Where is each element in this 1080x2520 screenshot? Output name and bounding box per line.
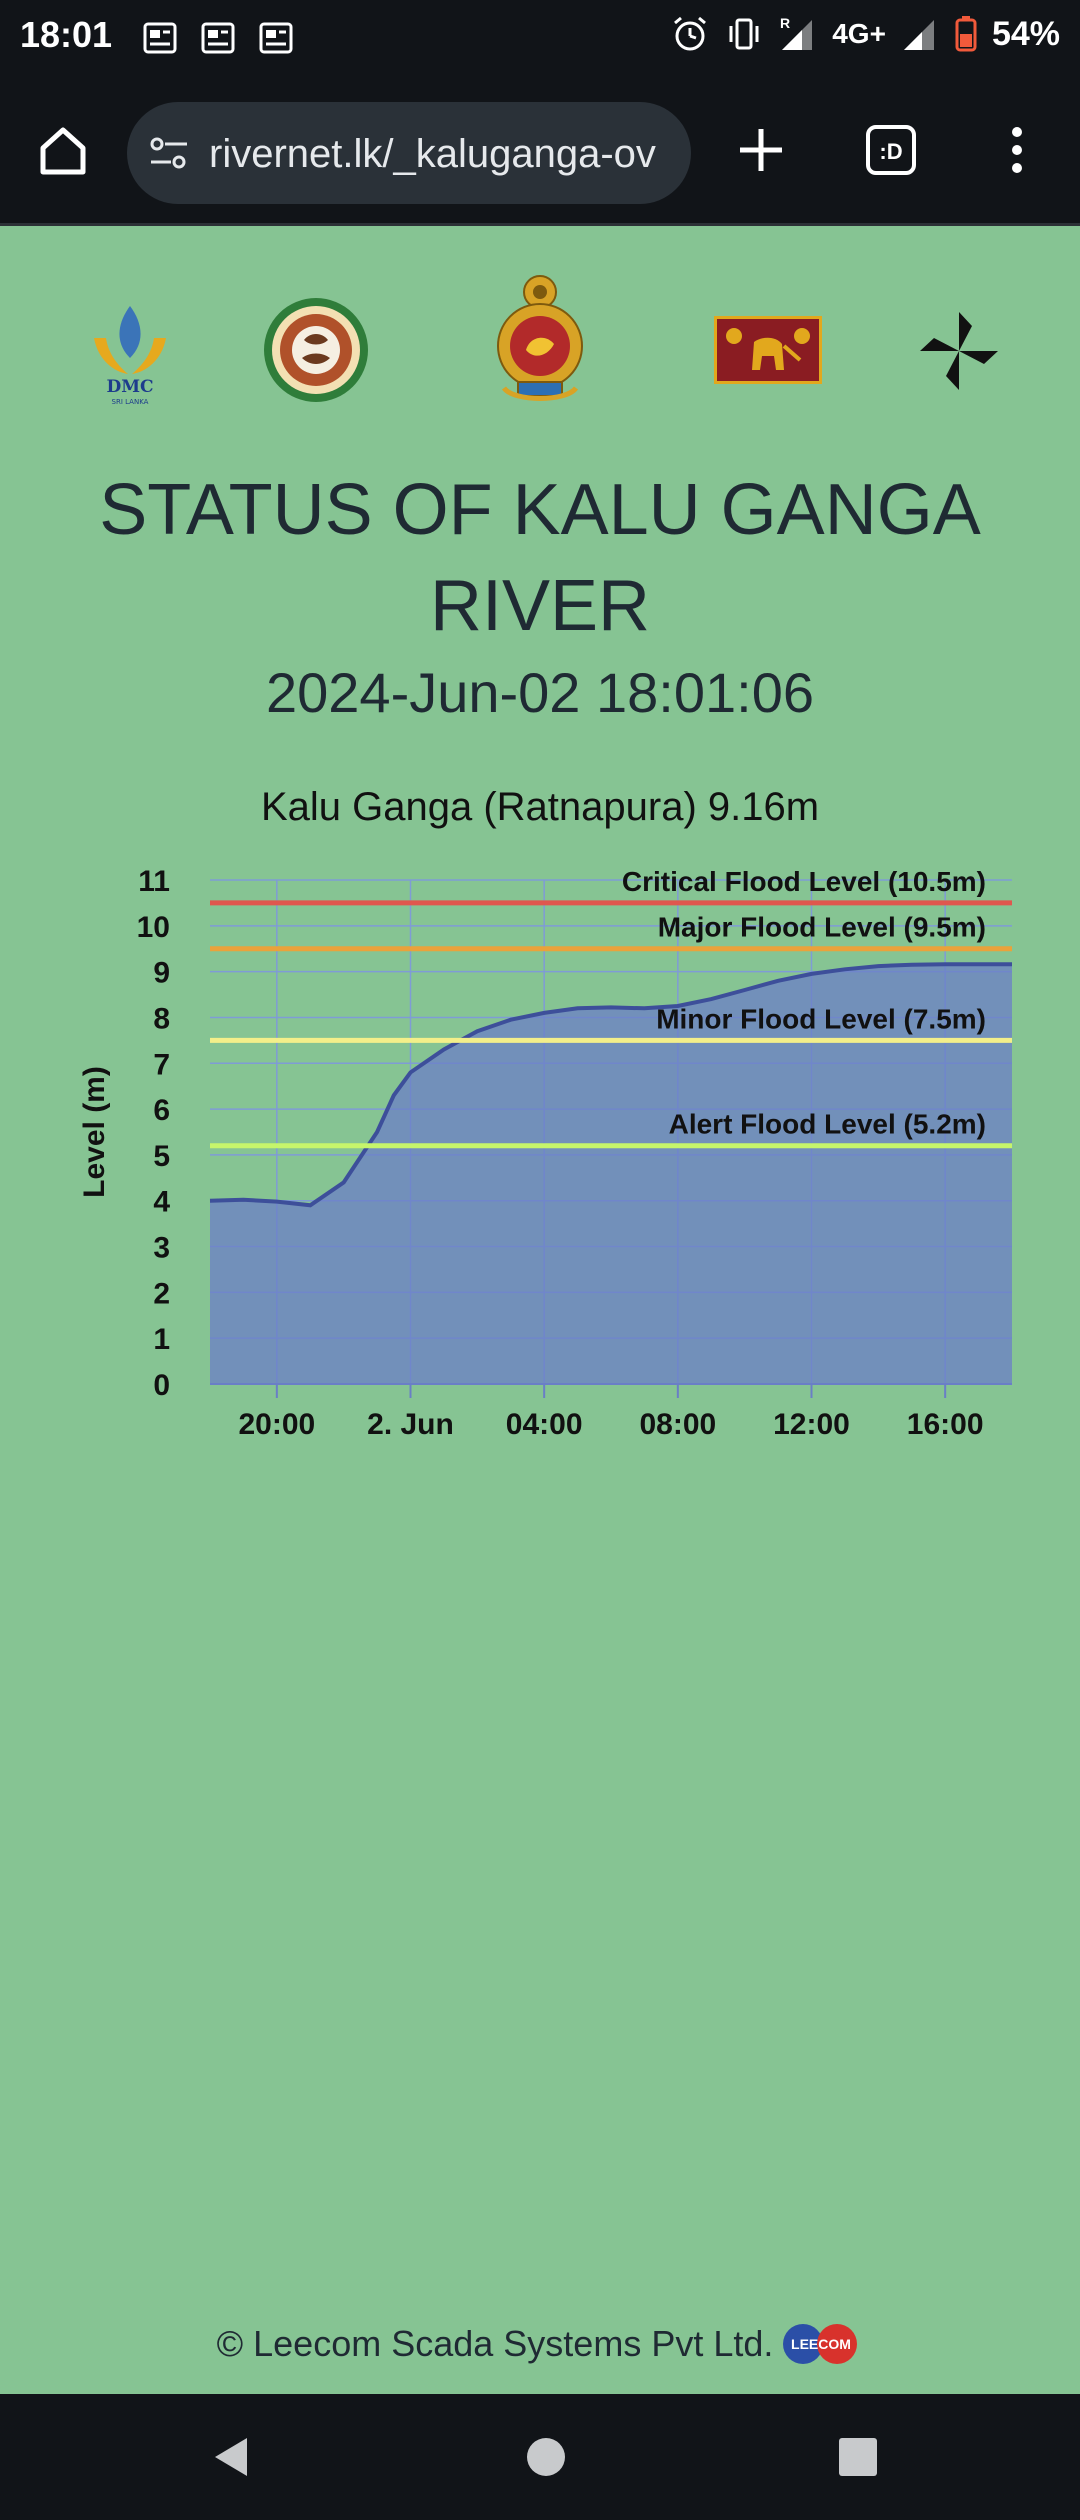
vibrate-icon <box>729 18 759 50</box>
y-tick-label: 4 <box>153 1186 170 1219</box>
y-tick-label: 8 <box>153 1002 170 1035</box>
x-tick-label: 04:00 <box>506 1408 583 1441</box>
home-nav-button[interactable] <box>506 2422 586 2492</box>
news-notification-icon <box>259 22 293 54</box>
x-tick-label: 12:00 <box>773 1408 850 1441</box>
home-button[interactable] <box>18 100 108 200</box>
status-time: 18:01 <box>20 14 113 55</box>
y-axis-label: Level (m) <box>78 1066 111 1198</box>
battery-percent: 54% <box>991 14 1060 53</box>
y-tick-label: 9 <box>153 957 170 990</box>
site-settings-icon[interactable] <box>147 132 191 176</box>
status-indicators: R 4G+ 54% <box>670 14 1060 54</box>
menu-button[interactable] <box>972 100 1062 200</box>
page-datetime: 2024-Jun-02 18:01:06 <box>266 661 814 724</box>
pinwheel-logo <box>920 312 998 390</box>
y-tick-label: 1 <box>153 1323 170 1356</box>
more-vert-icon <box>1012 127 1022 173</box>
x-tick-label: 20:00 <box>238 1408 315 1441</box>
signal-icon <box>903 20 934 50</box>
news-notification-icon <box>143 22 177 54</box>
plus-icon <box>740 129 782 171</box>
y-tick-label: 3 <box>153 1232 170 1265</box>
national-emblem <box>497 275 583 401</box>
address-bar[interactable]: rivernet.lk/_kaluganga-ov <box>127 102 691 204</box>
threshold-label: Major Flood Level (9.5m) <box>658 912 986 943</box>
svg-text:LEECOM: LEECOM <box>791 2336 851 2352</box>
department-seal <box>264 298 368 402</box>
series-line <box>209 962 1012 1208</box>
home-circle-icon <box>527 2438 565 2476</box>
y-tick-label: 0 <box>153 1369 170 1402</box>
news-notification-icon <box>201 22 235 54</box>
y-tick-label: 2 <box>153 1277 170 1310</box>
svg-text:R: R <box>780 15 790 31</box>
back-button[interactable] <box>190 2422 270 2492</box>
tab-switcher-button[interactable]: :D <box>846 100 936 200</box>
alarm-icon <box>674 16 707 51</box>
signal-roaming-icon: R <box>780 15 813 50</box>
tabs-icon: :D <box>866 125 916 175</box>
network-type: 4G+ <box>832 18 886 49</box>
river-level-chart: 0 1 2 3 4 5 6 7 8 9 10 11 20:00 2. Jun 04:00 08:00 12:00… <box>78 865 1012 1441</box>
footer: © Leecom Scada Systems Pvt Ltd. LEECOM <box>0 2322 1080 2366</box>
y-tick-label: 10 <box>137 911 170 944</box>
dmc-logo: DMC SRI LANKA <box>94 306 166 406</box>
svg-text:SRI LANKA: SRI LANKA <box>112 398 149 406</box>
y-tick-label: 5 <box>153 1140 170 1173</box>
url-text: rivernet.lk/_kaluganga-ov <box>209 132 656 176</box>
new-tab-button[interactable] <box>716 100 806 200</box>
recents-square-icon <box>839 2438 877 2476</box>
lion-flag <box>714 316 822 384</box>
y-tick-label: 7 <box>153 1048 170 1081</box>
y-tick-label: 6 <box>153 1094 170 1127</box>
home-icon <box>40 127 86 175</box>
back-triangle-icon <box>215 2438 247 2476</box>
browser-toolbar: rivernet.lk/_kaluganga-ov :D <box>0 80 1080 226</box>
y-tick-label: 11 <box>138 865 170 898</box>
status-bar: 18:01 R 4G+ <box>0 0 1080 80</box>
threshold-label: Critical Flood Level (10.5m) <box>622 866 986 897</box>
leecom-logo: LEECOM <box>783 2324 858 2364</box>
x-tick-label: 2. Jun <box>367 1408 454 1441</box>
chart-title: Kalu Ganga (Ratnapura) 9.16m <box>260 785 820 829</box>
battery-icon <box>955 16 977 52</box>
x-tick-label: 16:00 <box>907 1408 984 1441</box>
series-area <box>210 964 1012 1384</box>
x-tick-label: 08:00 <box>639 1408 716 1441</box>
system-nav-bar <box>0 2394 1080 2520</box>
page-title: STATUS OF KALU GANGA RIVER <box>99 470 981 646</box>
threshold-label: Alert Flood Level (5.2m) <box>669 1109 986 1140</box>
tab-count: :D <box>879 139 902 164</box>
footer-text: © Leecom Scada Systems Pvt Ltd. <box>216 2323 774 2364</box>
svg-text:DMC: DMC <box>106 377 153 397</box>
threshold-label: Minor Flood Level (7.5m) <box>656 1003 986 1034</box>
recents-button[interactable] <box>818 2422 898 2492</box>
